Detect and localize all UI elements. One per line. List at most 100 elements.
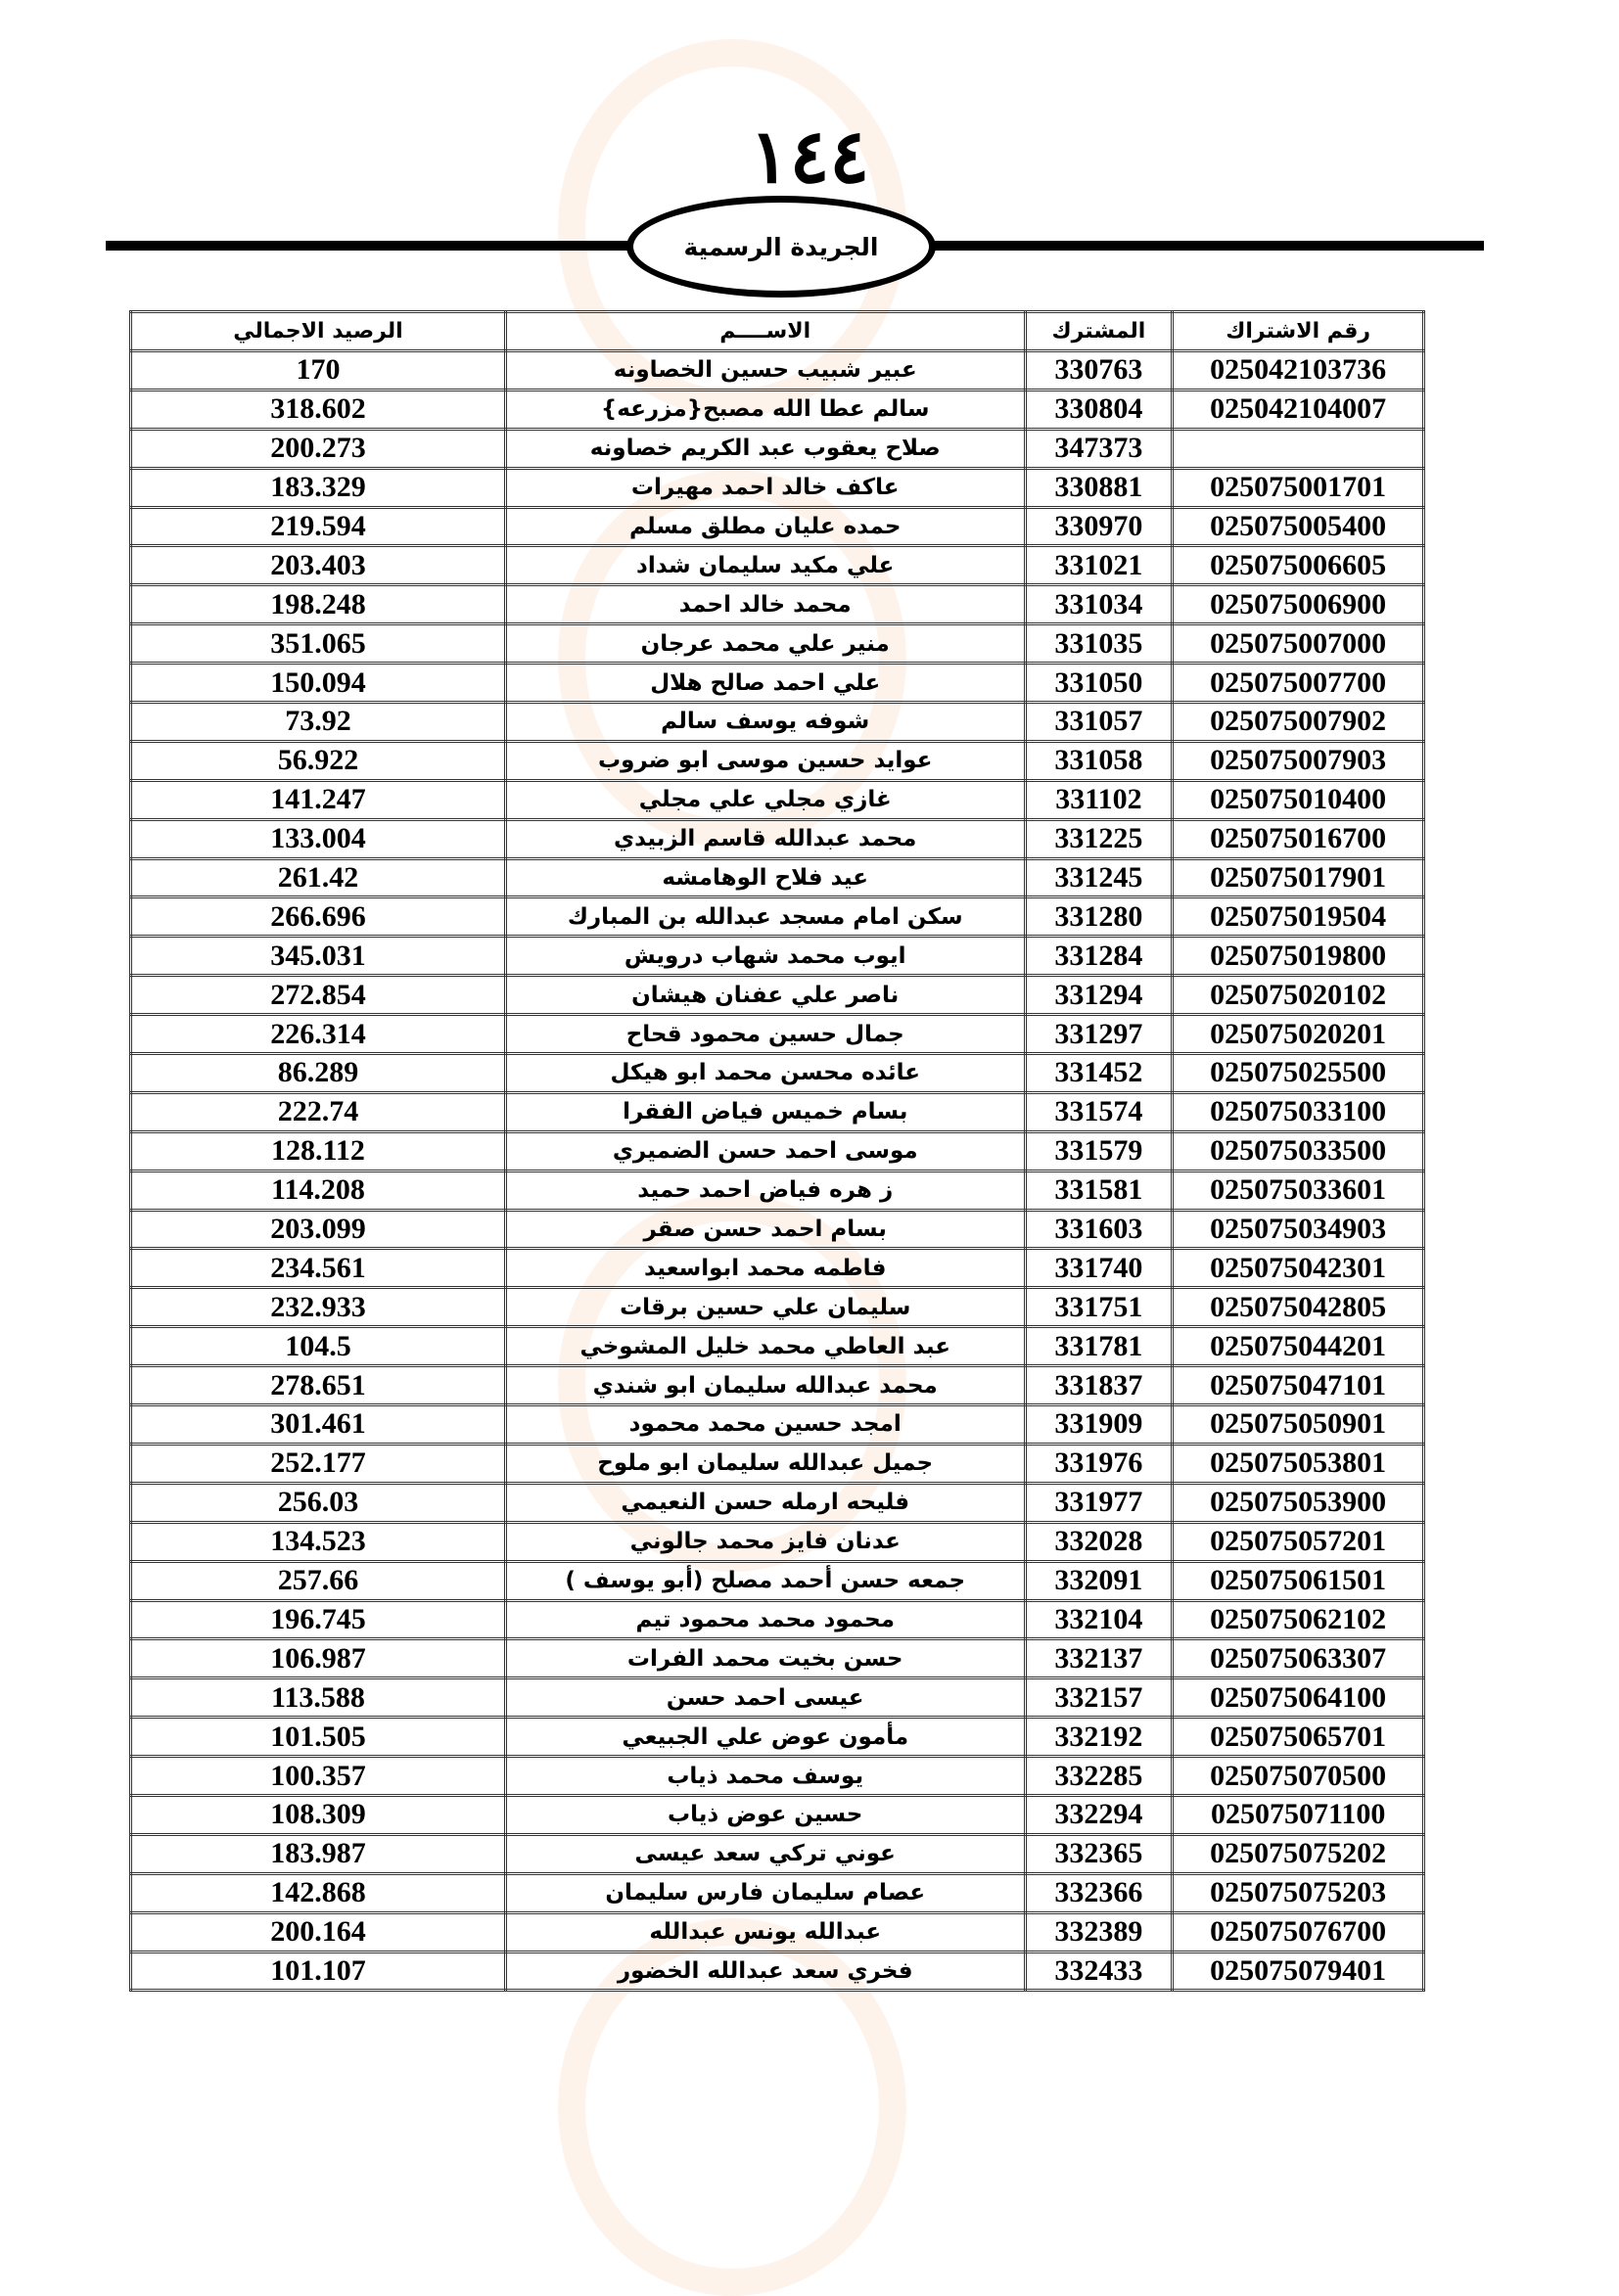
account-number-cell: 025075033100: [1171, 1090, 1425, 1133]
total-balance-cell: 200.164: [129, 1910, 507, 1953]
subscriber-cell: 331837: [1023, 1364, 1175, 1407]
account-number-cell: 025075007700: [1171, 662, 1425, 705]
account-number-cell: 025042104007: [1171, 388, 1425, 431]
name-cell: فخري سعد عبدالله الخضور: [503, 1950, 1027, 1993]
table-row: 025075025500 331452 عائده محسن محمد ابو هي…: [129, 1052, 1425, 1094]
name-cell: عدنان فايز محمد جالوني: [503, 1520, 1027, 1563]
subscriber-cell: 332137: [1023, 1637, 1175, 1680]
account-number-cell: 025075025500: [1171, 1052, 1425, 1094]
total-balance-cell: 141.247: [129, 778, 507, 821]
subscriber-cell: 331977: [1023, 1481, 1175, 1524]
table-row: 025075042805 331751 سليمان علي حسين برقات 2…: [129, 1286, 1425, 1329]
total-balance-cell: 226.314: [129, 1013, 507, 1056]
name-cell: عاكف خالد احمد مهيرات: [503, 466, 1027, 509]
total-balance-cell: 183.987: [129, 1832, 507, 1875]
table-row: 025075061501 332091 جمعه حسن أحمد مصلح (أب…: [129, 1559, 1425, 1602]
account-number-cell: 025075064100: [1171, 1676, 1425, 1720]
account-number-cell: 025075034903: [1171, 1208, 1425, 1251]
table-row: 025075001701 330881 عاكف خالد احمد مهيرات 1…: [129, 466, 1425, 509]
account-number-cell: 025075063307: [1171, 1637, 1425, 1680]
total-balance-cell: 272.854: [129, 974, 507, 1017]
total-balance-cell: 256.03: [129, 1481, 507, 1524]
name-cell: علي احمد صالح هلال: [503, 662, 1027, 705]
account-number-cell: 025075001701: [1171, 466, 1425, 509]
column-header-name: الاســــم: [503, 310, 1027, 352]
table-row: 025075034903 331603 بسام احمد حسن صقر 203.0…: [129, 1208, 1425, 1251]
account-number-cell: 025075033601: [1171, 1169, 1425, 1212]
account-number-cell: 025042103736: [1171, 349, 1425, 391]
name-cell: شوفه يوسف سالم: [503, 701, 1027, 743]
account-number-cell: 025075017901: [1171, 856, 1425, 899]
subscriber-cell: 331284: [1023, 935, 1175, 978]
total-balance-cell: 266.696: [129, 895, 507, 939]
subscriber-cell: 332091: [1023, 1559, 1175, 1602]
subscriber-cell: 331297: [1023, 1013, 1175, 1056]
publication-badge: الجريدة الرسمية: [626, 196, 936, 298]
total-balance-cell: 232.933: [129, 1286, 507, 1329]
subscriber-cell: 332365: [1023, 1832, 1175, 1875]
total-balance-cell: 128.112: [129, 1129, 507, 1172]
name-cell: عوني تركي سعد عيسى: [503, 1832, 1027, 1875]
subscriber-cell: 331057: [1023, 701, 1175, 743]
table-row: 025075020201 331297 جمال حسين محمود قحاح 22…: [129, 1013, 1425, 1056]
name-cell: بسام خميس فياض الفقرا: [503, 1090, 1027, 1133]
table-row: 025075020102 331294 ناصر علي عفنان هيشان 27…: [129, 974, 1425, 1017]
account-number-cell: 025075076700: [1171, 1910, 1425, 1953]
table-row: 025075075202 332365 عوني تركي سعد عيسى 183.…: [129, 1832, 1425, 1875]
total-balance-cell: 170: [129, 349, 507, 391]
table-row: 025075005400 330970 حمده عليان مطلق مسلم 21…: [129, 505, 1425, 548]
table-row: 025075033500 331579 موسى احمد حسن الضميري 1…: [129, 1129, 1425, 1172]
total-balance-cell: 101.505: [129, 1716, 507, 1759]
subscribers-table: رقم الاشتراك المشترك الاســــم الرصيد ال…: [129, 310, 1425, 1993]
page-number: ١٤٤: [749, 113, 870, 200]
name-cell: بسام احمد حسن صقر: [503, 1208, 1027, 1251]
subscriber-cell: 331035: [1023, 622, 1175, 666]
table-row: 025075070500 332285 يوسف محمد ذياب 100.357: [129, 1755, 1425, 1797]
table-row: 025042103736 330763 عبير شبيب حسين الخصاون…: [129, 349, 1425, 391]
subscriber-cell: 331280: [1023, 895, 1175, 939]
total-balance-cell: 86.289: [129, 1052, 507, 1094]
account-number-cell: 025075047101: [1171, 1364, 1425, 1407]
name-cell: عائده محسن محمد ابو هيكل: [503, 1052, 1027, 1094]
name-cell: جميل عبدالله سليمان ابو ملوح: [503, 1442, 1027, 1485]
subscriber-cell: 331740: [1023, 1247, 1175, 1290]
table-row: 025075050901 331909 امجد حسين محمد محمود 30…: [129, 1403, 1425, 1446]
account-number-cell: 025075006605: [1171, 544, 1425, 587]
total-balance-cell: 183.329: [129, 466, 507, 509]
subscriber-cell: 331034: [1023, 583, 1175, 626]
table-row: 025075064100 332157 عيسى احمد حسن 113.588: [129, 1676, 1425, 1720]
table-row: 025075007903 331058 عوايد حسين موسى ابو ضر…: [129, 739, 1425, 782]
account-number-cell: 025075007000: [1171, 622, 1425, 666]
subscriber-cell: 331909: [1023, 1403, 1175, 1446]
table-row: 025075006900 331034 محمد خالد احمد 198.248: [129, 583, 1425, 626]
table-row: 025075053900 331977 فليحه ارمله حسن النعيم…: [129, 1481, 1425, 1524]
account-number-cell: 025075075203: [1171, 1871, 1425, 1914]
total-balance-cell: 142.868: [129, 1871, 507, 1914]
name-cell: غازي مجلي علي مجلي: [503, 778, 1027, 821]
account-number-cell: 025075079401: [1171, 1950, 1425, 1993]
account-number-cell: 025075005400: [1171, 505, 1425, 548]
name-cell: منير علي محمد عرجان: [503, 622, 1027, 666]
account-number-cell: 025075042301: [1171, 1247, 1425, 1290]
total-balance-cell: 261.42: [129, 856, 507, 899]
table-row: 025075071100 332294 حسين عوض ذياب 108.309: [129, 1793, 1425, 1836]
column-header-account-number: رقم الاشتراك: [1171, 310, 1425, 352]
subscriber-cell: 332157: [1023, 1676, 1175, 1720]
account-number-cell: 025075061501: [1171, 1559, 1425, 1602]
total-balance-cell: 113.588: [129, 1676, 507, 1720]
subscriber-cell: 331294: [1023, 974, 1175, 1017]
total-balance-cell: 278.651: [129, 1364, 507, 1407]
total-balance-cell: 100.357: [129, 1755, 507, 1797]
total-balance-cell: 106.987: [129, 1637, 507, 1680]
name-cell: عيد فلاح الوهامشه: [503, 856, 1027, 899]
subscriber-cell: 331050: [1023, 662, 1175, 705]
table-row: 025075019504 331280 سكن امام مسجد عبدالله …: [129, 895, 1425, 939]
subscriber-cell: 332294: [1023, 1793, 1175, 1836]
column-header-total-balance: الرصيد الاجمالي: [129, 310, 507, 352]
account-number-cell: 025075007903: [1171, 739, 1425, 782]
name-cell: محمد عبدالله قاسم الزبيدي: [503, 817, 1027, 860]
account-number-cell: 025075075202: [1171, 1832, 1425, 1875]
name-cell: فليحه ارمله حسن النعيمي: [503, 1481, 1027, 1524]
name-cell: امجد حسين محمد محمود: [503, 1403, 1027, 1446]
name-cell: عصام سليمان فارس سليمان: [503, 1871, 1027, 1914]
